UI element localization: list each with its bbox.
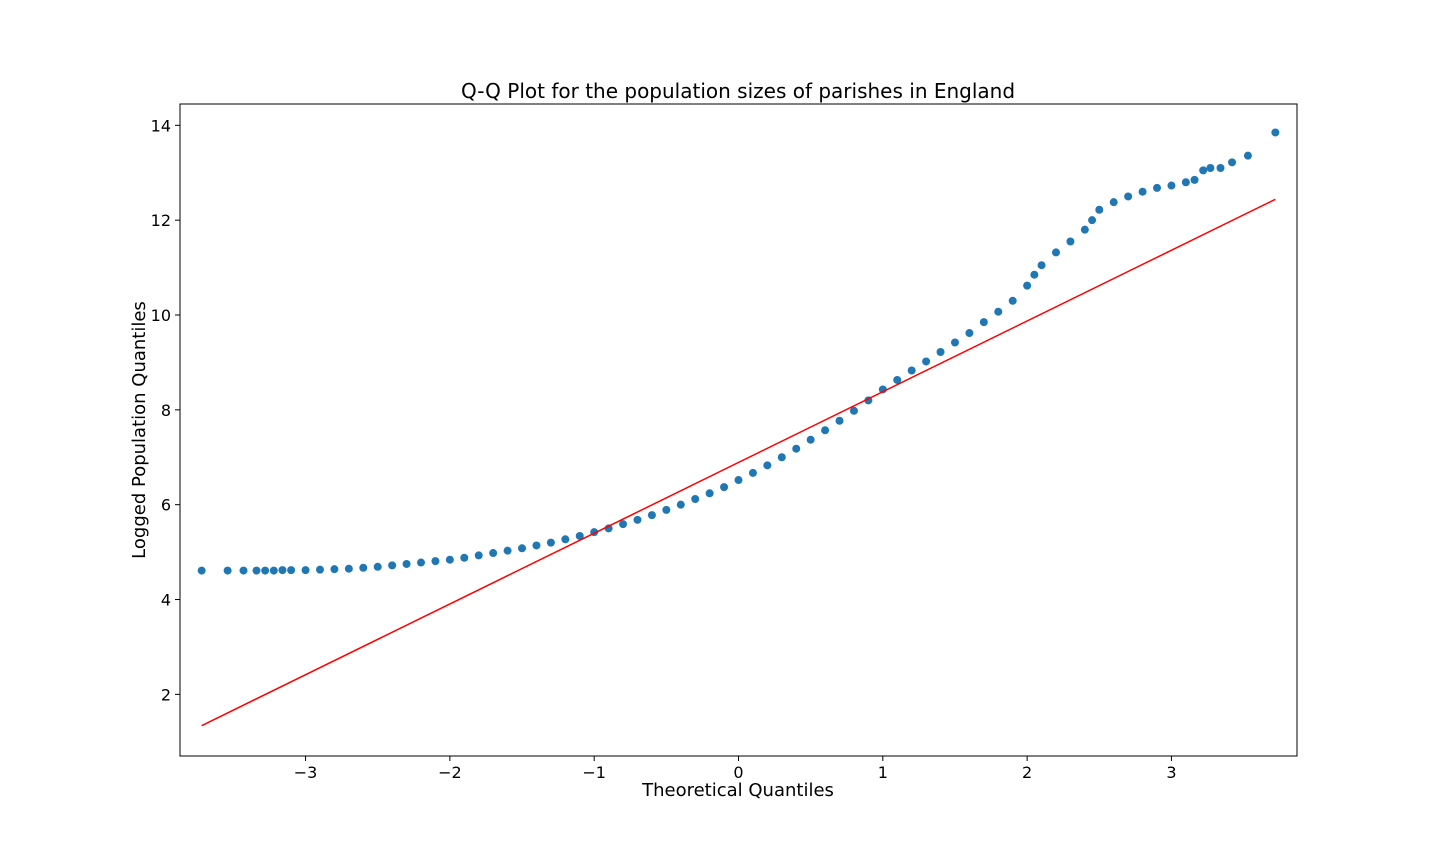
data-point [720, 483, 729, 492]
y-axis: 2 4 6 8 10 12 14 [151, 116, 180, 704]
data-point [835, 416, 844, 425]
data-point [1095, 205, 1104, 214]
data-point [373, 562, 382, 571]
data-point [936, 347, 945, 356]
data-point [503, 546, 512, 555]
data-point [489, 549, 498, 558]
data-point [705, 489, 714, 498]
data-point [792, 444, 801, 453]
data-point [647, 511, 656, 520]
data-point [821, 426, 830, 435]
chart-title: Q-Q Plot for the population sizes of par… [461, 79, 1015, 103]
data-point [344, 564, 353, 573]
data-point [417, 558, 426, 567]
data-point [1030, 270, 1039, 279]
x-tick-label: 0 [733, 763, 743, 782]
data-point [261, 566, 270, 575]
y-tick-label: 8 [161, 401, 171, 420]
data-point [849, 406, 858, 415]
y-tick-label: 4 [161, 591, 171, 610]
data-point [806, 435, 815, 444]
data-point [763, 461, 772, 470]
y-tick-label: 12 [151, 211, 171, 230]
data-point [330, 565, 339, 574]
data-point [518, 544, 527, 553]
data-point [950, 338, 959, 347]
data-point [1066, 237, 1075, 246]
data-point [994, 307, 1003, 316]
data-point [561, 535, 570, 544]
x-tick-label: 2 [1022, 763, 1032, 782]
data-point [1051, 248, 1060, 257]
data-point [1008, 296, 1017, 305]
data-point [691, 494, 700, 503]
data-point [315, 565, 324, 574]
x-tick-label: 3 [1166, 763, 1176, 782]
data-point [359, 563, 368, 572]
data-point [460, 553, 469, 562]
data-point [1199, 166, 1208, 175]
data-point [619, 520, 628, 529]
y-tick-label: 2 [161, 685, 171, 704]
reference-line [201, 198, 1276, 727]
data-point [269, 566, 278, 575]
data-point [445, 555, 454, 564]
data-point [893, 375, 902, 384]
data-point [252, 566, 261, 575]
data-point [402, 559, 411, 568]
data-point [278, 566, 287, 575]
data-point [1167, 181, 1176, 190]
data-point [1228, 158, 1237, 167]
y-tick-label: 10 [151, 306, 171, 325]
data-point [922, 357, 931, 366]
data-point [223, 566, 232, 575]
data-point [633, 515, 642, 524]
data-point [1190, 175, 1199, 184]
data-point [777, 453, 786, 462]
data-point [676, 500, 685, 509]
data-point [287, 566, 296, 575]
data-point [1181, 178, 1190, 187]
data-point [662, 505, 671, 514]
data-point [1109, 198, 1118, 207]
x-axis: −3 −2 −1 0 1 2 3 [294, 756, 1177, 782]
data-point [1216, 164, 1225, 173]
data-point [431, 557, 440, 566]
data-point [388, 561, 397, 570]
data-point [239, 566, 248, 575]
x-tick-label: −3 [294, 763, 318, 782]
data-point [1124, 192, 1133, 201]
data-point [734, 476, 743, 485]
x-tick-label: −2 [438, 763, 462, 782]
data-point [575, 531, 584, 540]
data-point [1243, 151, 1252, 160]
x-axis-label: Theoretical Quantiles [641, 780, 834, 801]
data-point [1153, 183, 1162, 192]
y-tick-label: 6 [161, 496, 171, 515]
data-point [748, 468, 757, 477]
data-point [1080, 225, 1089, 234]
data-point [1206, 164, 1215, 173]
data-point [546, 538, 555, 547]
axes-frame [179, 103, 1298, 757]
data-point [532, 541, 541, 550]
data-point [1023, 281, 1032, 290]
x-tick-label: −1 [582, 763, 606, 782]
data-point [979, 318, 988, 327]
y-axis-label: Logged Population Quantiles [129, 301, 150, 559]
data-point [1037, 261, 1046, 270]
data-point [301, 566, 310, 575]
data-point [965, 329, 974, 338]
x-tick-label: 1 [878, 763, 888, 782]
data-point [907, 366, 916, 375]
data-point [1138, 187, 1147, 196]
data-point [197, 566, 206, 575]
data-point [1088, 216, 1097, 225]
data-point [1271, 128, 1280, 137]
data-point [474, 551, 483, 560]
y-tick-label: 14 [151, 116, 171, 135]
plot-area [197, 128, 1280, 727]
